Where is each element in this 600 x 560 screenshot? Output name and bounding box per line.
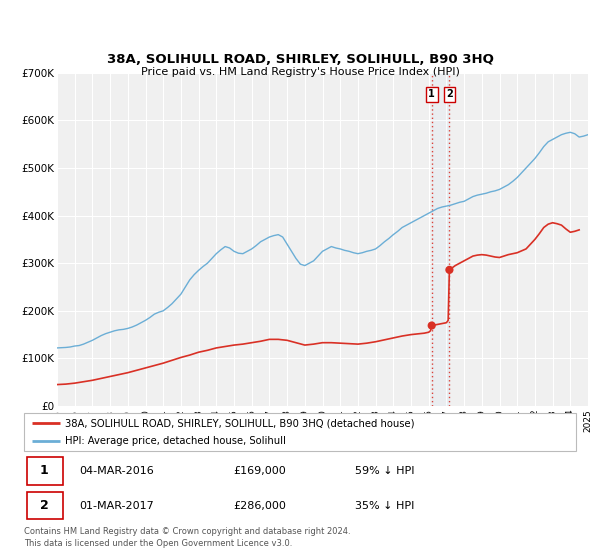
Text: 04-MAR-2016: 04-MAR-2016 [79,466,154,476]
Text: Price paid vs. HM Land Registry's House Price Index (HPI): Price paid vs. HM Land Registry's House … [140,67,460,77]
FancyBboxPatch shape [27,458,62,484]
Text: 1: 1 [40,464,49,478]
FancyBboxPatch shape [24,413,576,451]
Text: Contains HM Land Registry data © Crown copyright and database right 2024.: Contains HM Land Registry data © Crown c… [24,528,350,536]
Point [427,321,437,330]
Text: 01-MAR-2017: 01-MAR-2017 [79,501,154,511]
Text: 35% ↓ HPI: 35% ↓ HPI [355,501,415,511]
Bar [432,73,449,406]
Text: 59% ↓ HPI: 59% ↓ HPI [355,466,415,476]
Text: £286,000: £286,000 [234,501,287,511]
Text: 2: 2 [446,89,453,99]
Text: 1: 1 [428,89,435,99]
Text: This data is licensed under the Open Government Licence v3.0.: This data is licensed under the Open Gov… [24,539,292,548]
Text: 38A, SOLIHULL ROAD, SHIRLEY, SOLIHULL, B90 3HQ: 38A, SOLIHULL ROAD, SHIRLEY, SOLIHULL, B… [107,53,493,66]
Text: HPI: Average price, detached house, Solihull: HPI: Average price, detached house, Soli… [65,436,286,446]
Text: £169,000: £169,000 [234,466,287,476]
FancyBboxPatch shape [27,492,62,519]
Text: 38A, SOLIHULL ROAD, SHIRLEY, SOLIHULL, B90 3HQ (detached house): 38A, SOLIHULL ROAD, SHIRLEY, SOLIHULL, B… [65,418,415,428]
Point [445,265,454,274]
Text: 2: 2 [40,499,49,512]
